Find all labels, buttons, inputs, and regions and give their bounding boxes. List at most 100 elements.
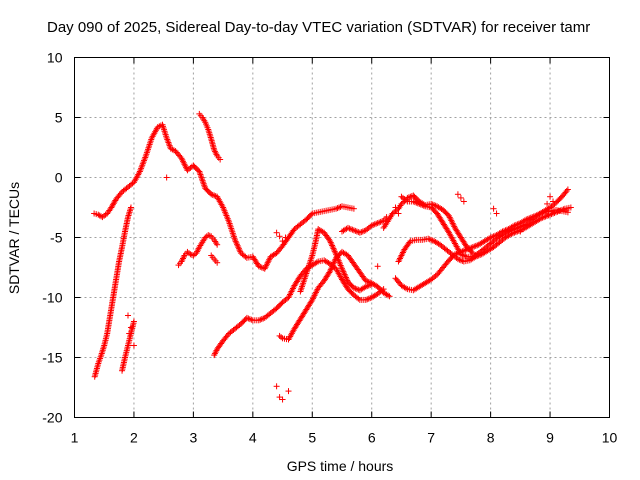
data-point [457, 251, 464, 258]
data-point-interp [330, 260, 337, 267]
data-point [350, 205, 357, 212]
data-point-interp [542, 213, 549, 220]
data-point-interp [364, 283, 371, 290]
data-point [454, 256, 461, 263]
data-point-interp [234, 242, 241, 249]
data-point-interp [329, 242, 336, 249]
data-point-interp [431, 202, 438, 209]
data-point-interp [224, 331, 231, 338]
data-point [404, 194, 411, 201]
data-point-interp [342, 273, 349, 280]
data-point [544, 212, 551, 219]
data-point-interp [456, 256, 463, 263]
data-point-interp [541, 214, 548, 221]
data-point-interp [346, 225, 353, 232]
data-point [487, 234, 494, 241]
data-point-interp [551, 209, 558, 216]
data-point-interp [370, 221, 377, 228]
data-point-interp [245, 315, 252, 322]
data-point-interp [329, 263, 336, 270]
data-point-interp [343, 275, 350, 282]
y-tick-label: 0 [55, 170, 63, 186]
data-point-interp [365, 295, 372, 302]
x-axis-label: GPS time / hours [287, 458, 394, 474]
data-point-interp [402, 285, 409, 292]
data-point-interp [328, 265, 335, 272]
y-axis-label: SDTVAR / TECUs [6, 182, 22, 294]
x-tick-label: 1 [71, 430, 79, 446]
data-point-interp [242, 253, 249, 260]
data-point [493, 210, 500, 217]
data-point [255, 317, 262, 324]
data-point-interp [235, 245, 242, 252]
data-point [410, 198, 417, 205]
data-point-interp [341, 271, 348, 278]
data-point-interp [432, 272, 439, 279]
data-point [232, 236, 238, 243]
data-point [469, 250, 476, 257]
data-point-interp [342, 274, 349, 281]
data-point-interp [509, 230, 516, 237]
data-point [333, 205, 340, 212]
chart-title: Day 090 of 2025, Sidereal Day-to-day VTE… [47, 19, 590, 36]
x-tick-label: 9 [546, 430, 554, 446]
data-point-interp [336, 204, 343, 211]
data-point-interp [188, 251, 195, 258]
data-point-interp [339, 267, 346, 274]
data-point-interp [399, 199, 406, 206]
data-point-interp [475, 252, 482, 259]
data-point-interp [457, 257, 464, 264]
data-point-interp [405, 194, 412, 201]
data-point [273, 229, 280, 236]
data-point-interp [329, 243, 336, 250]
data-point-interp [329, 262, 336, 269]
data-point-interp [332, 249, 339, 256]
y-tick-label: -15 [42, 350, 62, 366]
data-point [547, 193, 554, 200]
data-point-interp [460, 252, 467, 259]
data-point [368, 222, 375, 229]
data-point-interp [563, 187, 570, 194]
data-point [490, 205, 497, 212]
data-point-interp [313, 259, 320, 266]
data-point-interp [117, 190, 124, 197]
data-point [205, 232, 212, 239]
data-point-interp [328, 241, 335, 248]
data-point [362, 283, 369, 290]
data-point-interp [258, 316, 265, 323]
data-point [344, 224, 351, 231]
data-point [428, 200, 435, 207]
data-point-interp [377, 218, 384, 225]
data-point-interp [257, 316, 264, 323]
data-point-interp [471, 243, 478, 250]
ticks: 1 2 3 4 5 6 7 8 9 10 -20 -15 -10 -5 0 5 10 [42, 50, 617, 446]
data-point-interp [560, 206, 567, 213]
data-point-interp [179, 255, 186, 262]
data-point-interp [371, 221, 378, 228]
data-point [517, 228, 524, 235]
data-point [214, 241, 221, 248]
data-point [276, 233, 283, 240]
data-point-interp [248, 316, 255, 323]
data-point [356, 229, 363, 236]
data-point [425, 235, 432, 242]
data-point-interp [359, 228, 366, 235]
data-point-interp [233, 241, 240, 248]
x-tick-label: 3 [189, 430, 197, 446]
data-point [567, 204, 574, 211]
data-point-interp [236, 247, 243, 254]
data-point [214, 259, 221, 266]
data-point [243, 314, 250, 321]
data-point-interp [408, 193, 415, 200]
data-point-interp [232, 238, 239, 245]
data-point-interp [327, 266, 334, 273]
data-point [279, 238, 286, 245]
data-point [550, 198, 557, 205]
data-point-interp [340, 268, 347, 275]
data-point-interp [365, 282, 372, 289]
data-point-interp [211, 192, 218, 199]
data-point-interp [331, 248, 338, 255]
data-point-interp [349, 226, 356, 233]
data-point [472, 253, 479, 260]
